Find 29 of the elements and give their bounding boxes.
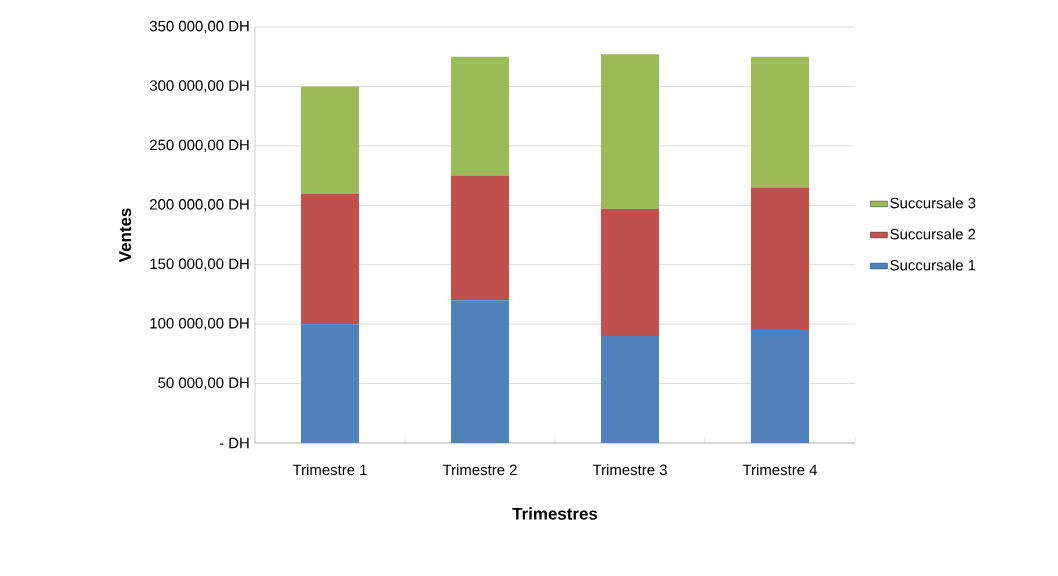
y-tick-label: 200 000,00 DH <box>150 199 249 212</box>
bar <box>301 86 359 194</box>
bar <box>601 54 659 209</box>
bar <box>451 56 509 176</box>
bar <box>301 193 359 325</box>
y-tick-label: 300 000,00 DH <box>149 80 249 93</box>
bar <box>451 175 509 301</box>
y-axis-title: Ventes <box>119 208 132 263</box>
legend-label: Succursale 3 <box>890 197 976 209</box>
y-tick-label: 250 000,00 DH <box>150 139 249 153</box>
y-tick-label: 100 000,00 DH <box>150 317 249 331</box>
x-tick-label: Trimestre 4 <box>742 464 818 476</box>
bar <box>601 208 659 337</box>
y-tick-label: 350 000,00 DH <box>149 20 249 34</box>
x-tick-label: Trimestre 1 <box>292 464 367 476</box>
bar <box>451 300 509 443</box>
y-tick-label: 150 000,00 DH <box>150 258 249 271</box>
x-tick-label: Trimestre 2 <box>442 464 517 476</box>
bar <box>751 187 809 331</box>
y-tick-label: - DH <box>219 437 249 449</box>
bar <box>751 330 809 443</box>
x-tick-label: Trimestre 3 <box>592 464 667 476</box>
legend-label: Succursale 1 <box>890 259 976 271</box>
bar <box>751 56 809 188</box>
y-tick-label: 50 000,00 DH <box>158 377 249 390</box>
legend-label: Succursale 2 <box>890 228 976 240</box>
x-axis-title: Trimestres <box>512 507 598 520</box>
bar <box>601 336 659 443</box>
bar <box>301 324 359 443</box>
